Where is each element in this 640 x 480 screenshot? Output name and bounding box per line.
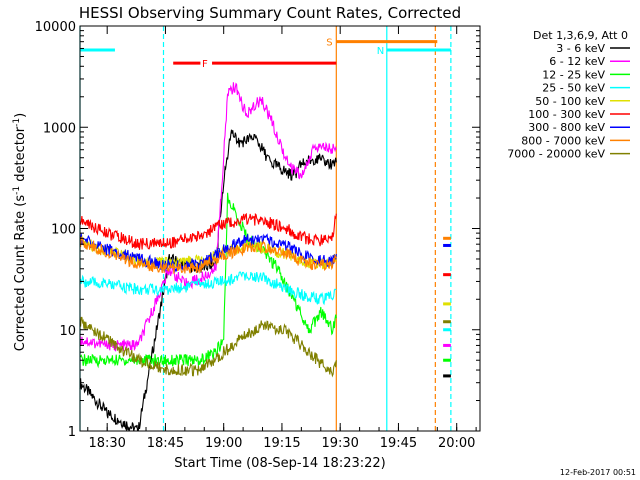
timestamp: 12-Feb-2017 00:51 (560, 468, 636, 477)
legend-label-2: 12 - 25 keV (542, 68, 605, 81)
legend-label-4: 50 - 100 keV (535, 95, 605, 108)
series-line-2 (79, 192, 337, 369)
y-axis-label-sup2: -1 (12, 118, 22, 127)
series-line-1 (79, 82, 337, 352)
flag-f-label: F (202, 59, 208, 70)
x-tick-label-3: 19:15 (263, 436, 300, 451)
x-tick-label-2: 19:00 (205, 436, 242, 451)
flag-s-label: S (326, 38, 332, 49)
y-tick-label-4: 10000 (35, 20, 76, 35)
x-axis-label: Start Time (08-Sep-14 18:23:22) (174, 456, 385, 471)
series-line-8 (79, 316, 337, 378)
x-tick-label-1: 18:45 (147, 436, 184, 451)
legend-label-8: 7000 - 20000 keV (507, 148, 605, 161)
y-axis-label-mid: detector (13, 126, 28, 186)
chart-title: HESSI Observing Summary Count Rates, Cor… (79, 4, 461, 22)
y-axis-label-sup1: -1 (12, 186, 22, 195)
y-axis-label-end: ) (13, 113, 28, 118)
legend-header: Det 1,3,6,9, Att 0 (533, 29, 628, 42)
axes: 18:30 18:45 19:00 19:15 19:30 19:45 20:00 1 10 10… (35, 20, 480, 451)
series-line-7 (79, 236, 337, 275)
y-axis-label-main: Corrected Count Rate (s (13, 195, 28, 352)
flag-n-label: N (377, 46, 384, 57)
legend-label-7: 800 - 7000 keV (521, 134, 605, 147)
x-tick-label-5: 19:45 (380, 436, 417, 451)
legend-label-0: 3 - 6 keV (556, 42, 605, 55)
y-tick-label-0: 1 (68, 425, 76, 440)
legend-label-6: 300 - 800 keV (528, 121, 605, 134)
y-axis-label: Corrected Count Rate (s-1 detector-1) (12, 113, 28, 351)
x-tick-label-6: 20:00 (438, 436, 475, 451)
series-line-3 (79, 271, 337, 306)
x-tick-label-0: 18:30 (88, 436, 125, 451)
plot-area: N F S (79, 26, 452, 432)
legend-label-5: 100 - 300 keV (528, 108, 605, 121)
y-tick-label-3: 1000 (43, 121, 76, 136)
x-tick-label-4: 19:30 (321, 436, 358, 451)
y-tick-label-1: 10 (59, 324, 76, 339)
legend-label-1: 6 - 12 keV (549, 55, 605, 68)
y-tick-label-2: 100 (51, 223, 76, 238)
series-line-5 (79, 212, 337, 250)
legend-label-3: 25 - 50 keV (542, 82, 605, 95)
